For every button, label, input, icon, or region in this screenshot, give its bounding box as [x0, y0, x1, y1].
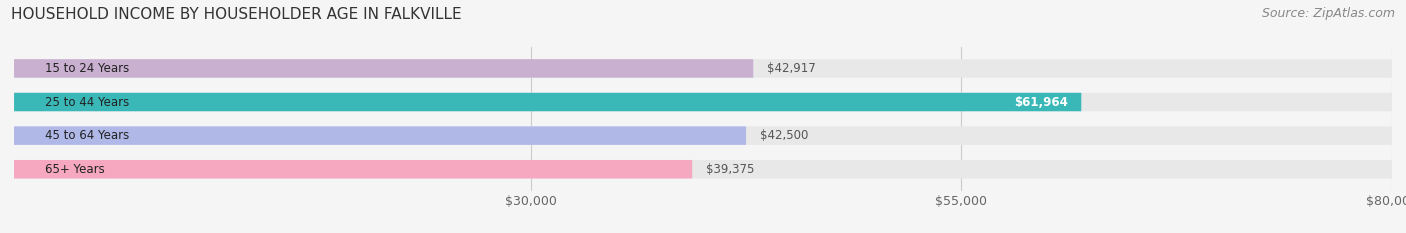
Text: $39,375: $39,375: [706, 163, 755, 176]
Text: 25 to 44 Years: 25 to 44 Years: [45, 96, 129, 109]
Text: $42,500: $42,500: [759, 129, 808, 142]
Text: 65+ Years: 65+ Years: [45, 163, 105, 176]
FancyBboxPatch shape: [14, 126, 1392, 145]
Text: Source: ZipAtlas.com: Source: ZipAtlas.com: [1261, 7, 1395, 20]
Text: $42,917: $42,917: [768, 62, 815, 75]
FancyBboxPatch shape: [14, 160, 1392, 178]
FancyBboxPatch shape: [14, 160, 692, 178]
Text: $61,964: $61,964: [1014, 96, 1067, 109]
Text: 45 to 64 Years: 45 to 64 Years: [45, 129, 129, 142]
FancyBboxPatch shape: [14, 59, 754, 78]
Text: 15 to 24 Years: 15 to 24 Years: [45, 62, 129, 75]
FancyBboxPatch shape: [14, 93, 1081, 111]
FancyBboxPatch shape: [14, 59, 1392, 78]
FancyBboxPatch shape: [14, 93, 1392, 111]
Text: HOUSEHOLD INCOME BY HOUSEHOLDER AGE IN FALKVILLE: HOUSEHOLD INCOME BY HOUSEHOLDER AGE IN F…: [11, 7, 463, 22]
FancyBboxPatch shape: [14, 126, 747, 145]
